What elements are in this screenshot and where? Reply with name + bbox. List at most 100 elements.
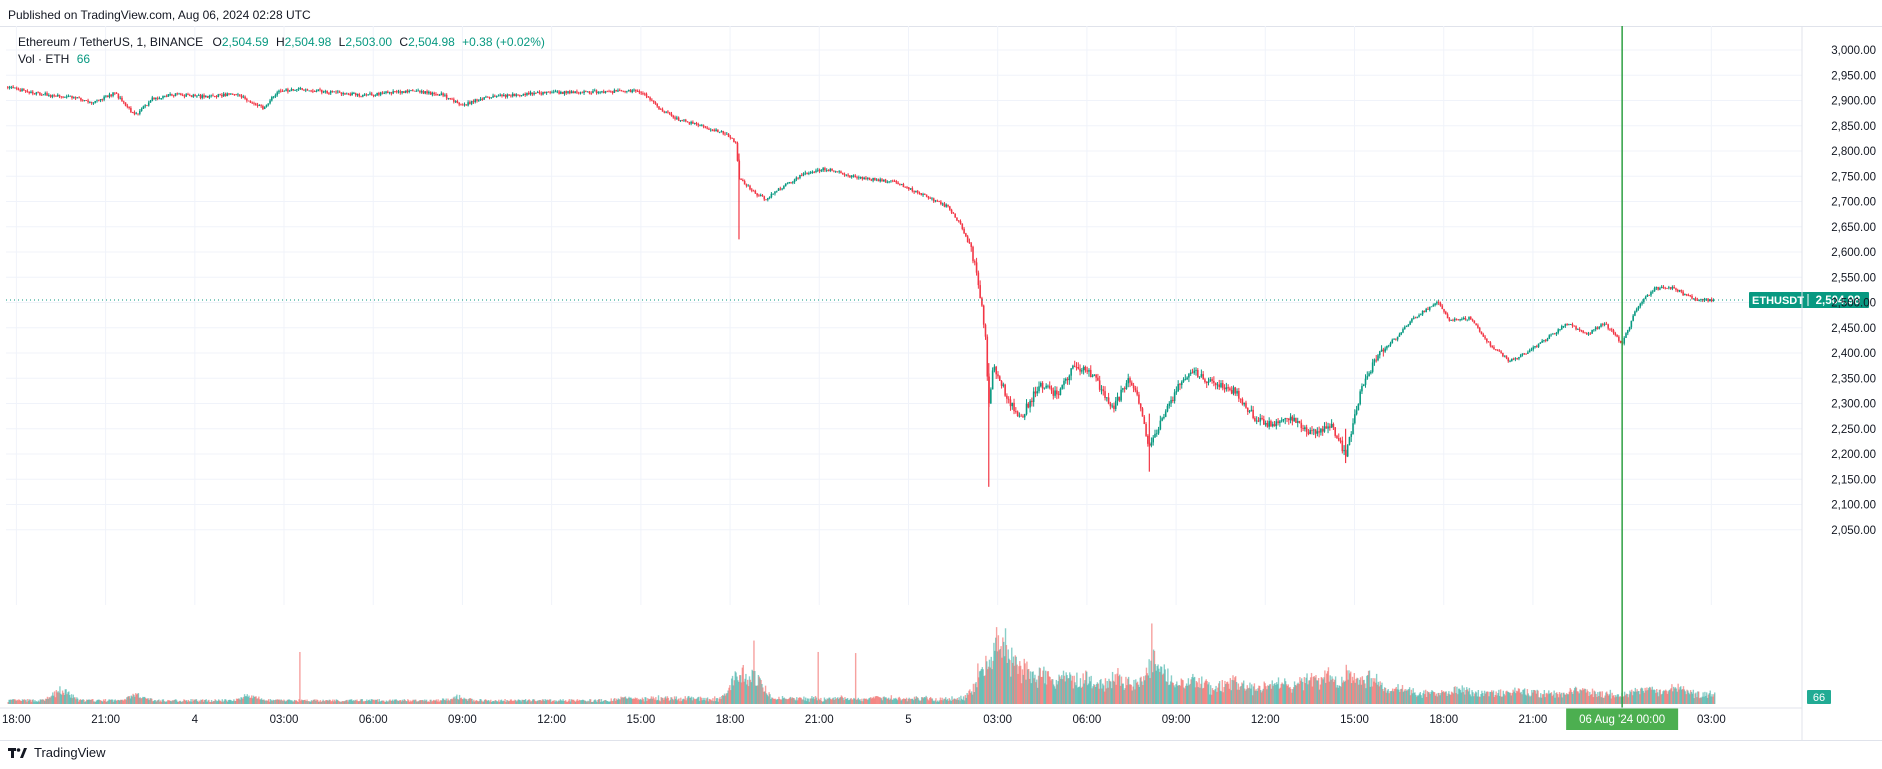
volume-bar xyxy=(1477,690,1480,704)
candle-body xyxy=(1057,394,1060,396)
volume-bar xyxy=(92,699,94,704)
volume-bar xyxy=(1620,697,1622,704)
volume-bar xyxy=(771,697,773,704)
chart-area[interactable]: ETHUSDT 2,504.98 66 06 Aug '24 00:00 3,000… xyxy=(0,26,1882,740)
volume-bar xyxy=(399,700,401,704)
candle-body xyxy=(856,177,858,179)
volume-bar xyxy=(1189,683,1191,704)
volume-bar xyxy=(1679,687,1681,704)
volume-bar xyxy=(1204,680,1207,704)
candle-body xyxy=(230,93,232,95)
volume-bar xyxy=(239,699,241,704)
candle-body xyxy=(1086,370,1088,372)
candle-body xyxy=(1682,291,1684,296)
volume-bar xyxy=(1103,691,1106,704)
volume-bar xyxy=(561,700,563,704)
volume-bar xyxy=(1413,692,1415,704)
volume-bar xyxy=(619,699,621,704)
volume-bar xyxy=(804,700,806,704)
candle-body xyxy=(212,95,214,97)
volume-bar xyxy=(155,701,157,704)
volume-bar xyxy=(908,697,910,704)
candle-body xyxy=(1302,428,1304,430)
volume-bar xyxy=(750,682,752,704)
legend-vol-label[interactable]: Vol · ETH xyxy=(18,52,70,66)
volume-bar xyxy=(419,700,422,704)
candle-body xyxy=(188,94,191,96)
volume-bar xyxy=(108,699,110,704)
volume-bar xyxy=(623,697,625,704)
volume-bar xyxy=(647,699,650,704)
candle-body xyxy=(472,101,475,103)
volume-bar xyxy=(1714,692,1716,704)
volume-bar xyxy=(295,700,298,704)
candle-body xyxy=(906,186,908,188)
volume-bar xyxy=(840,695,843,704)
volume-bar xyxy=(138,697,141,704)
volume-bar xyxy=(1561,697,1563,704)
volume-bar xyxy=(1100,678,1102,704)
volume-bar xyxy=(1318,689,1321,704)
volume-bar xyxy=(1388,693,1390,704)
candle-body xyxy=(1464,317,1467,320)
volume-bar xyxy=(217,700,219,704)
volume-bar xyxy=(1313,675,1315,704)
volume-bar xyxy=(1265,686,1267,704)
candle-body xyxy=(615,90,617,92)
candle-body xyxy=(1145,424,1147,436)
volume-bar xyxy=(1652,690,1654,704)
volume-bar xyxy=(441,698,444,704)
candle-body xyxy=(895,181,898,183)
volume-bar xyxy=(243,694,246,704)
candle-body xyxy=(119,97,121,99)
volume-bar xyxy=(74,697,76,704)
volume-bar xyxy=(1049,676,1051,704)
x-tick-label: 03:00 xyxy=(983,714,1012,726)
volume-bar xyxy=(986,661,988,704)
volume-bar xyxy=(994,650,996,704)
volume-bar xyxy=(354,699,356,704)
candle-body xyxy=(110,94,113,96)
candle-body xyxy=(1641,301,1643,304)
candle-body xyxy=(1635,308,1638,312)
volume-bar xyxy=(1700,697,1703,704)
volume-bar xyxy=(94,701,96,704)
volume-bar xyxy=(89,699,91,704)
volume-bar xyxy=(265,700,267,704)
volume-bar xyxy=(1130,684,1133,704)
tradingview-brand[interactable]: TradingView xyxy=(8,745,106,760)
candle-body xyxy=(163,95,166,97)
volume-bar xyxy=(1144,675,1147,704)
volume-bar xyxy=(1603,697,1605,704)
volume-bar xyxy=(556,701,558,704)
candle-body xyxy=(1352,423,1354,434)
volume-bar xyxy=(1584,688,1587,704)
candle-body xyxy=(492,95,494,98)
volume-bar xyxy=(1321,677,1323,704)
volume-bar xyxy=(925,695,927,704)
candle-body xyxy=(658,106,660,110)
volume-bar xyxy=(1133,679,1135,704)
volume-bar xyxy=(543,701,546,704)
volume-bar xyxy=(1053,686,1056,704)
volume-bar xyxy=(591,701,594,704)
volume-bar xyxy=(857,697,860,704)
volume-bar xyxy=(252,695,255,704)
volume-bar xyxy=(1245,689,1248,704)
volume-bar xyxy=(1476,696,1479,704)
candle-body xyxy=(858,177,860,179)
volume-bar xyxy=(1502,690,1504,704)
volume-bar xyxy=(1646,687,1648,704)
volume-bar xyxy=(949,699,951,704)
candle-body xyxy=(1227,387,1229,389)
candle-body xyxy=(160,98,163,99)
candle-body xyxy=(19,90,22,92)
legend-symbol[interactable]: Ethereum / TetherUS, 1, BINANCE xyxy=(18,35,204,49)
candle-body xyxy=(1248,411,1251,412)
candle-body xyxy=(1519,354,1522,357)
candle-body xyxy=(483,97,485,100)
volume-bar xyxy=(933,701,935,704)
volume-bar xyxy=(186,701,189,704)
x-tick-label: 21:00 xyxy=(1519,714,1548,726)
